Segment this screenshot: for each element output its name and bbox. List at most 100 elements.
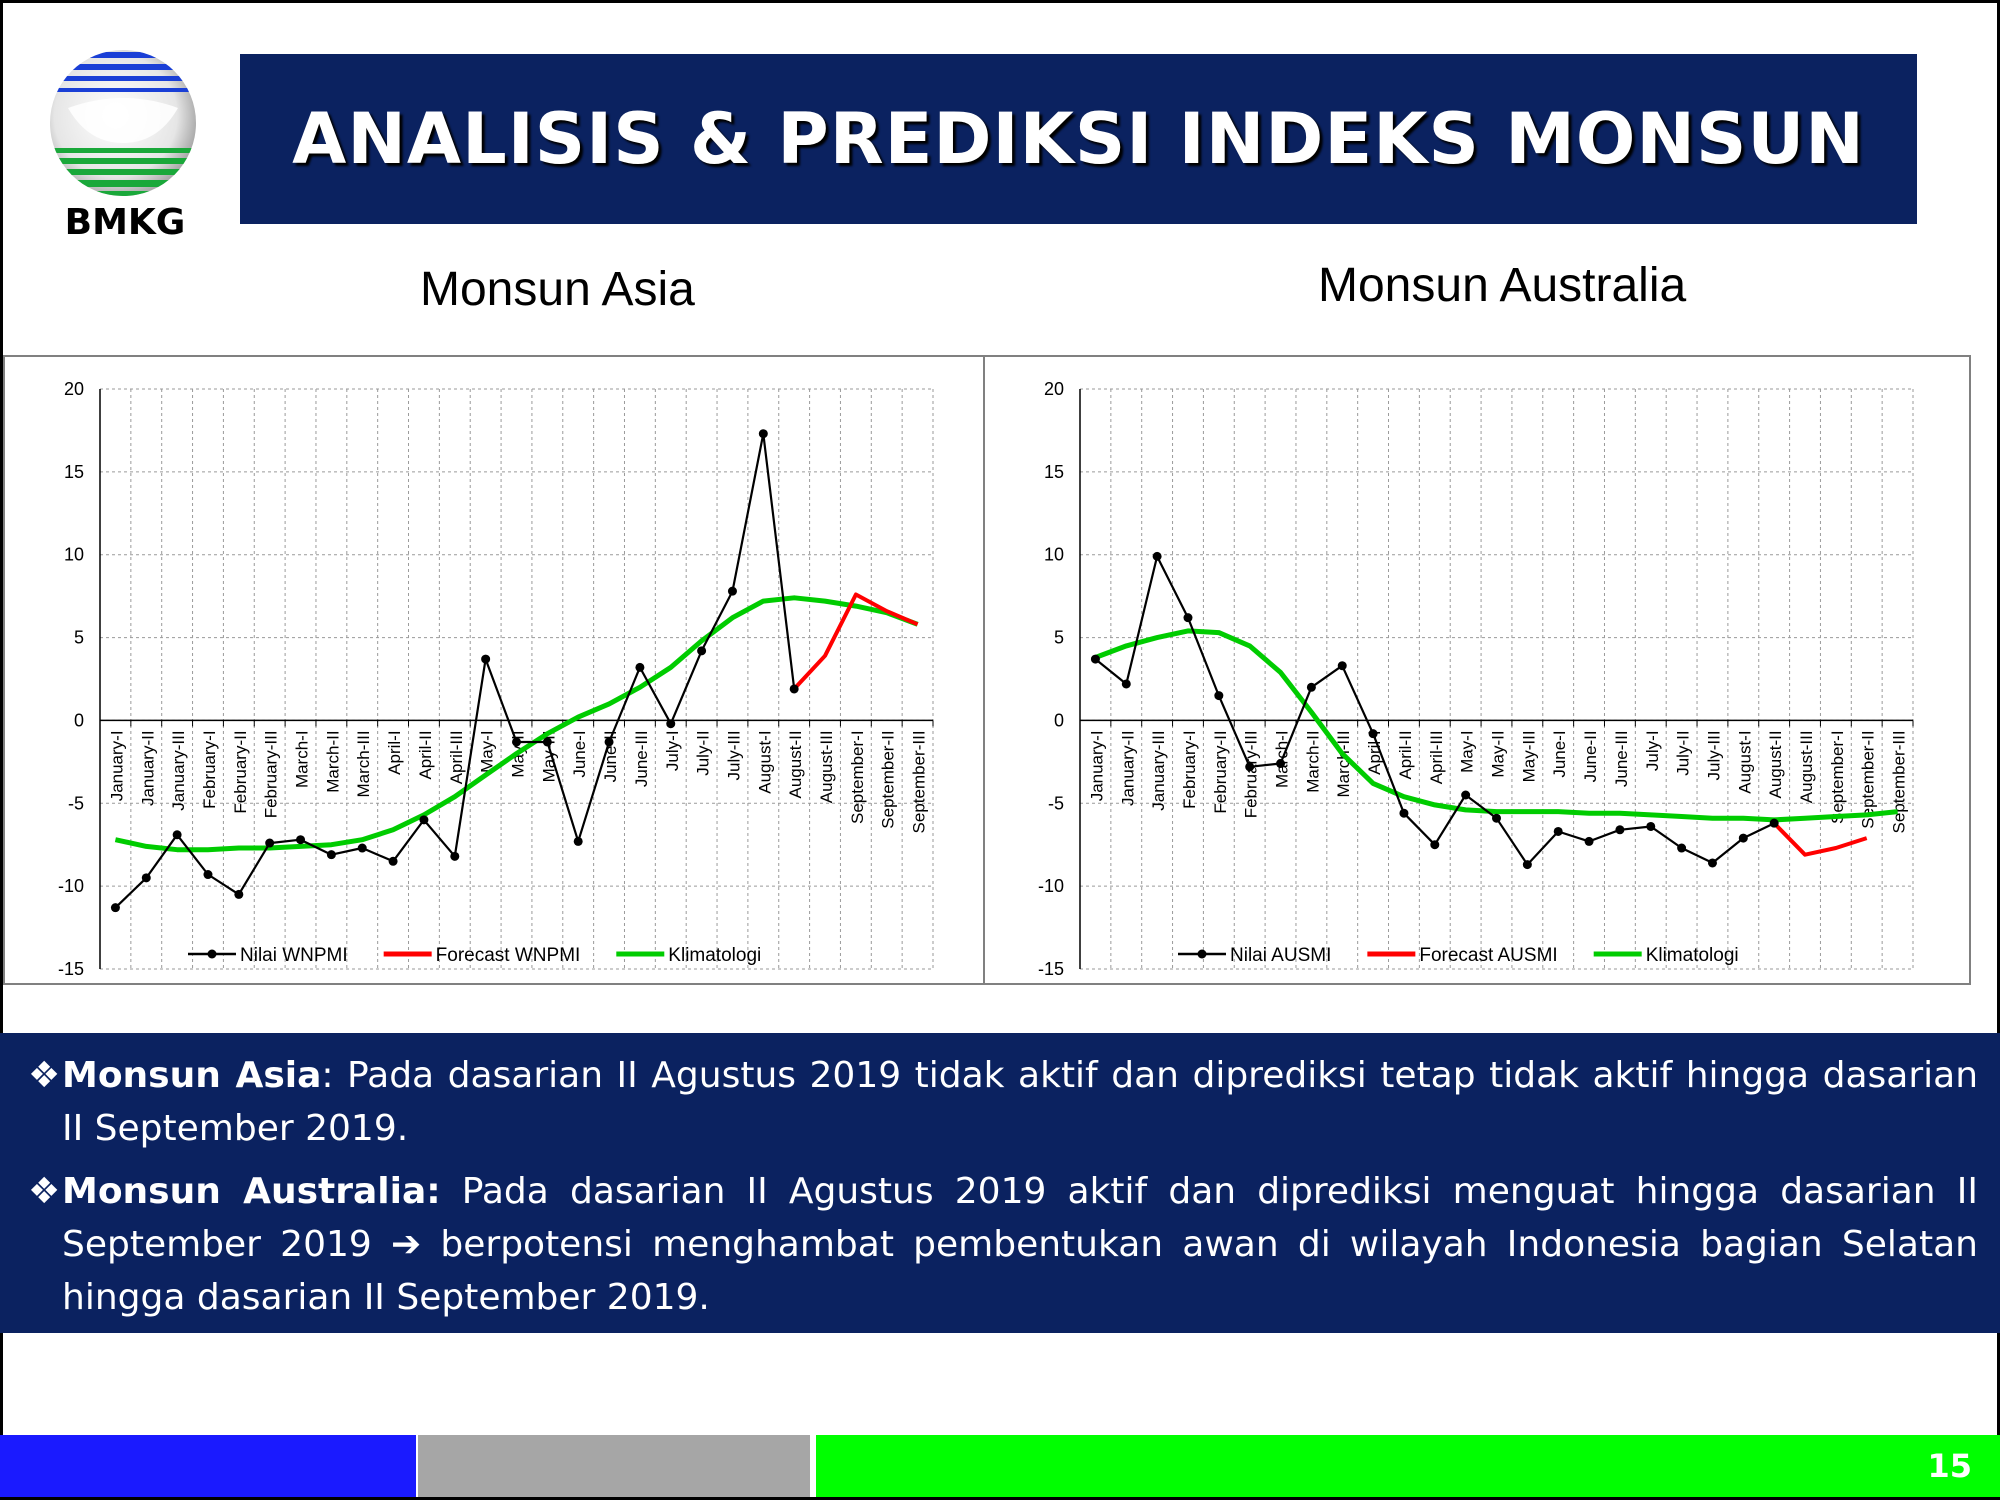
data-point [141, 873, 151, 883]
y-tick-label: 0 [1054, 710, 1064, 730]
x-tick-label: August-II [1766, 730, 1785, 798]
x-tick-label: May-I [478, 730, 497, 773]
y-tick-label: 0 [74, 710, 84, 730]
info-panel: ❖ Monsun Asia: Pada dasarian II Agustus 2… [0, 1033, 2000, 1333]
footer-bar-blue [0, 1435, 416, 1497]
x-tick-label: March-I [293, 730, 312, 788]
x-tick-label: February-I [1180, 730, 1199, 808]
data-point [110, 903, 120, 913]
bmkg-logo [50, 50, 196, 196]
x-tick-label: January-I [1087, 730, 1106, 801]
footer-bar-green [816, 1435, 2000, 1497]
x-tick-label: June-III [632, 730, 651, 787]
legend-label: Nilai WNPMI [240, 945, 348, 966]
x-tick-label: February-III [1242, 730, 1261, 818]
y-tick-label: 10 [64, 545, 84, 565]
x-tick-label: June-I [1550, 730, 1569, 777]
data-point [203, 870, 213, 880]
y-tick-label: -15 [1038, 959, 1064, 979]
data-point [1492, 813, 1501, 823]
x-tick-label: June-II [1581, 730, 1600, 782]
legend-marker [1197, 949, 1207, 959]
y-tick-label: -5 [1048, 793, 1064, 813]
x-tick-label: January-III [169, 730, 188, 810]
x-tick-label: September-II [879, 730, 898, 828]
page-number: 15 [1927, 1447, 1972, 1485]
y-tick-label: -5 [68, 793, 84, 813]
series-line-1 [792, 592, 919, 691]
info-text-australia-b: berpotensi menghambat pembentukan awan d… [62, 1224, 1978, 1318]
x-tick-label: September-II [1859, 730, 1878, 828]
legend-label: Forecast AUSMI [1419, 945, 1557, 966]
x-tick-label: July-III [1704, 730, 1723, 780]
data-point [789, 684, 799, 694]
x-tick-label: April-II [1396, 730, 1415, 779]
x-tick-label: June-I [570, 730, 589, 777]
info-label-asia: Monsun Asia [62, 1055, 322, 1096]
data-point [727, 586, 737, 596]
y-tick-label: -15 [58, 959, 84, 979]
data-point [1121, 679, 1131, 689]
info-item-australia: ❖ Monsun Australia: Pada dasarian II Agus… [28, 1165, 1978, 1324]
data-point [357, 843, 367, 853]
data-point [296, 835, 306, 845]
y-tick-label: -10 [58, 876, 84, 896]
y-tick-label: 20 [64, 379, 84, 399]
data-point [512, 737, 521, 747]
x-tick-label: January-II [138, 730, 157, 806]
x-tick-label: June-III [1612, 730, 1631, 787]
data-point [1276, 759, 1286, 769]
logo-text: BMKG [64, 202, 186, 243]
data-point [1306, 682, 1316, 692]
legend-label: Klimatologi [668, 945, 761, 966]
legend-label: Nilai AUSMI [1230, 945, 1331, 966]
x-tick-label: May-II [1489, 730, 1508, 777]
data-point [1738, 833, 1748, 843]
series-line-0 [114, 432, 796, 909]
title-bar: ANALISIS & PREDIKSI INDEKS MONSUN [240, 54, 1917, 224]
arrow-right-icon: ➔ [391, 1224, 422, 1265]
chart-right-frame: 20 15 10 5 0 -5 -10 -15 January-I January-II Janua… [983, 355, 1971, 985]
data-point [1090, 654, 1100, 664]
x-tick-label: February-III [262, 730, 281, 818]
data-point [1461, 790, 1471, 800]
x-tick-label: August-III [1797, 730, 1816, 803]
x-tick-label: February-II [231, 730, 250, 813]
y-tick-label: -10 [1038, 876, 1064, 896]
diamond-bullet-icon: ❖ [28, 1055, 61, 1096]
data-point [542, 737, 552, 747]
data-point [758, 429, 768, 439]
x-tick-label: March-III [354, 730, 373, 797]
x-tick-label: September-I [848, 730, 867, 824]
footer-bar-gray [418, 1435, 810, 1497]
data-point [1399, 808, 1409, 818]
data-point [1769, 818, 1779, 828]
x-tick-label: July-II [694, 730, 713, 775]
x-tick-label: August-II [786, 730, 805, 798]
data-point [1337, 661, 1347, 671]
info-item-asia: ❖ Monsun Asia: Pada dasarian II Agustus 2… [28, 1049, 1978, 1155]
data-point [1615, 825, 1625, 835]
data-point [666, 719, 676, 729]
y-tick-label: 20 [1044, 379, 1064, 399]
y-tick-label: 15 [1044, 462, 1064, 482]
data-point [419, 815, 429, 825]
data-point [1183, 613, 1193, 623]
x-tick-label: August-III [817, 730, 836, 803]
data-point [1430, 840, 1440, 850]
data-point [573, 836, 583, 846]
x-tick-label: September-III [1890, 730, 1909, 833]
data-point [1214, 691, 1224, 701]
x-tick-label: April-II [416, 730, 435, 779]
info-text-asia: : Pada dasarian II Agustus 2019 tidak ak… [62, 1055, 1979, 1149]
page-title: ANALISIS & PREDIKSI INDEKS MONSUN [292, 98, 1865, 180]
x-tick-label: September-III [910, 730, 929, 833]
x-tick-label: April-I [385, 730, 404, 774]
x-tick-label: August-I [755, 730, 774, 793]
info-label-australia: Monsun Australia: [62, 1171, 441, 1212]
chart-title-right: Monsun Australia [1318, 259, 1687, 312]
info-text-australia-a: Pada dasarian II Agustus 2019 aktif dan … [62, 1171, 1978, 1265]
y-tick-label: 5 [1054, 628, 1064, 648]
x-tick-label: February-I [200, 730, 219, 808]
